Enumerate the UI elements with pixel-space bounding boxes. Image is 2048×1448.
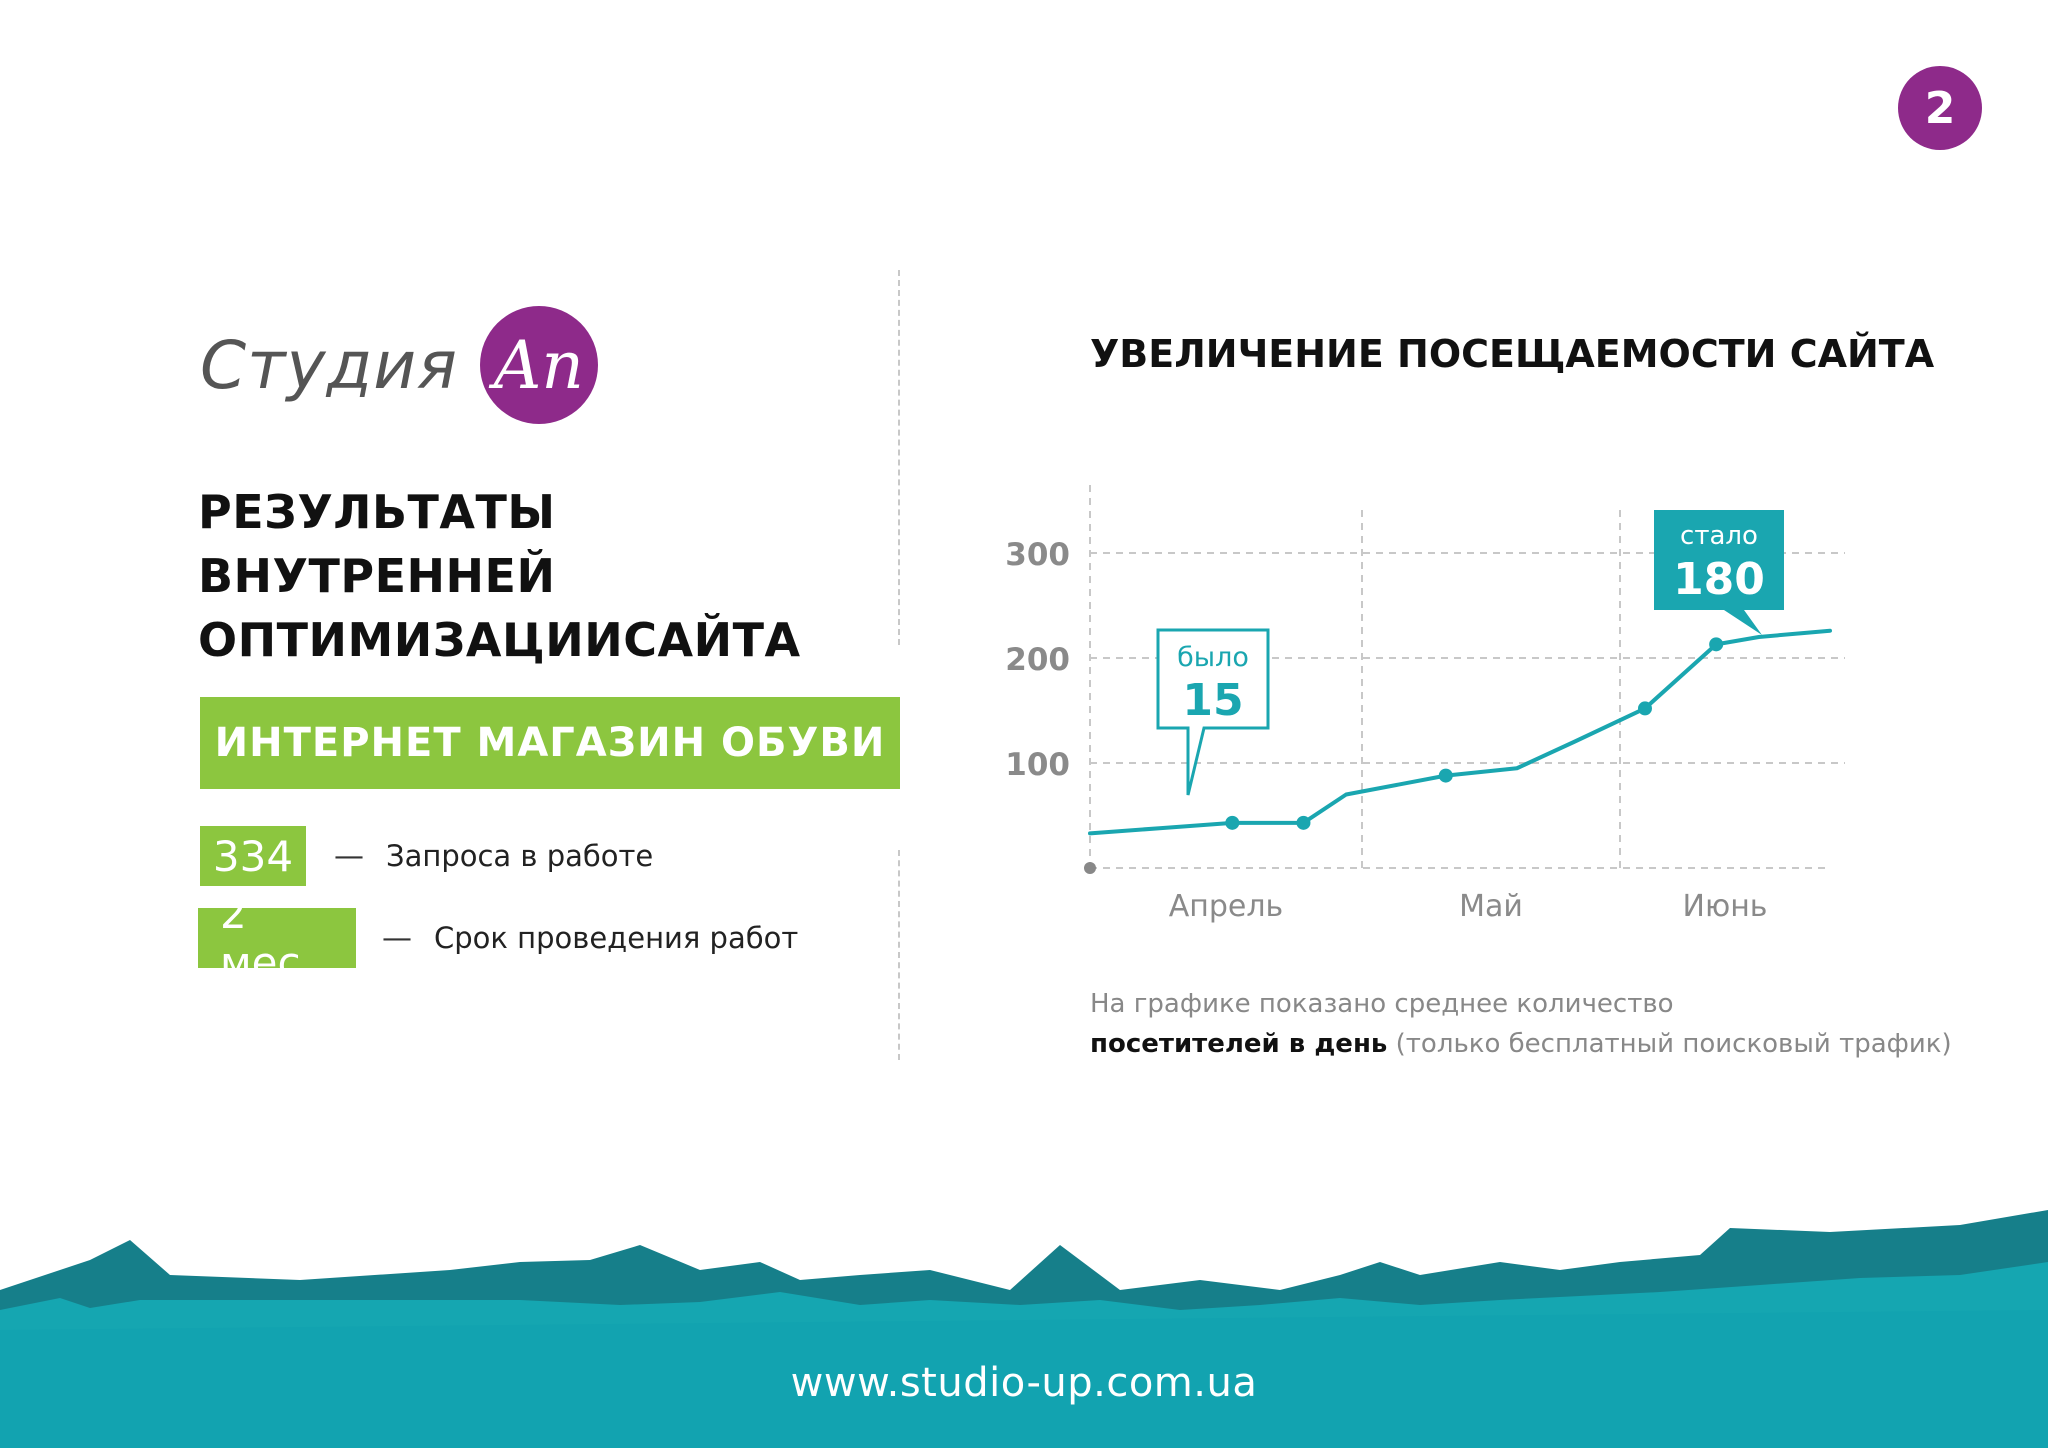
stat-dash: — xyxy=(334,838,364,874)
data-point xyxy=(1638,701,1652,716)
chart-caption: На графике показано среднее количество п… xyxy=(1090,984,1990,1064)
project-banner: ИНТЕРНЕТ МАГАЗИН ОБУВИ xyxy=(200,697,900,789)
data-point xyxy=(1225,815,1240,830)
mountain-base xyxy=(0,1310,2048,1448)
callout-after xyxy=(1654,510,1784,635)
caption-rest: (только бесплатный поисковый трафик) xyxy=(1387,1029,1952,1059)
x-tick-label: Май xyxy=(1459,889,1523,924)
callout-after-label: стало xyxy=(1680,521,1758,551)
stat-label: Срок проведения работ xyxy=(434,921,799,955)
data-point xyxy=(1296,815,1311,830)
callout-before-value: 15 xyxy=(1182,675,1243,726)
page-number-badge: 2 xyxy=(1898,66,1982,150)
series-line xyxy=(1088,628,1832,836)
stat-value: 334 xyxy=(200,826,306,886)
axis-origin-dot xyxy=(1084,862,1096,874)
stat-label: Запроса в работе xyxy=(386,839,654,873)
footer-website-link[interactable]: www.studio-up.com.ua xyxy=(790,1360,1258,1406)
caption-bold: посетителей в день xyxy=(1090,1029,1388,1059)
callout-before xyxy=(1156,628,1270,796)
stat-dash: — xyxy=(382,920,412,956)
y-tick-label: 200 xyxy=(1005,642,1070,678)
logo-text: Студия xyxy=(200,326,458,404)
y-tick-label: 300 xyxy=(1005,537,1070,573)
x-tick-label: Апрель xyxy=(1169,889,1284,924)
data-point xyxy=(1438,768,1453,783)
x-tick-label: Июнь xyxy=(1683,889,1768,924)
vertical-divider xyxy=(898,270,900,645)
logo-mark: An xyxy=(479,306,598,424)
studio-logo: Студия An xyxy=(200,306,598,424)
chart-title: УВЕЛИЧЕНИЕ ПОСЕЩАЕМОСТИ САЙТА xyxy=(1090,332,1935,376)
data-point xyxy=(1709,637,1724,652)
callout-after-value: 180 xyxy=(1673,554,1765,605)
y-tick-label: 100 xyxy=(1005,747,1070,783)
page-title: РЕЗУЛЬТАТЫ ВНУТРЕННЕЙ ОПТИМИЗАЦИИСАЙТА xyxy=(198,485,801,667)
vertical-divider-lower xyxy=(898,850,900,1060)
stat-requests: 334 — Запроса в работе xyxy=(200,826,653,886)
callout-before-label: было xyxy=(1177,642,1249,673)
caption-line-1: На графике показано среднее количество xyxy=(1090,989,1674,1019)
